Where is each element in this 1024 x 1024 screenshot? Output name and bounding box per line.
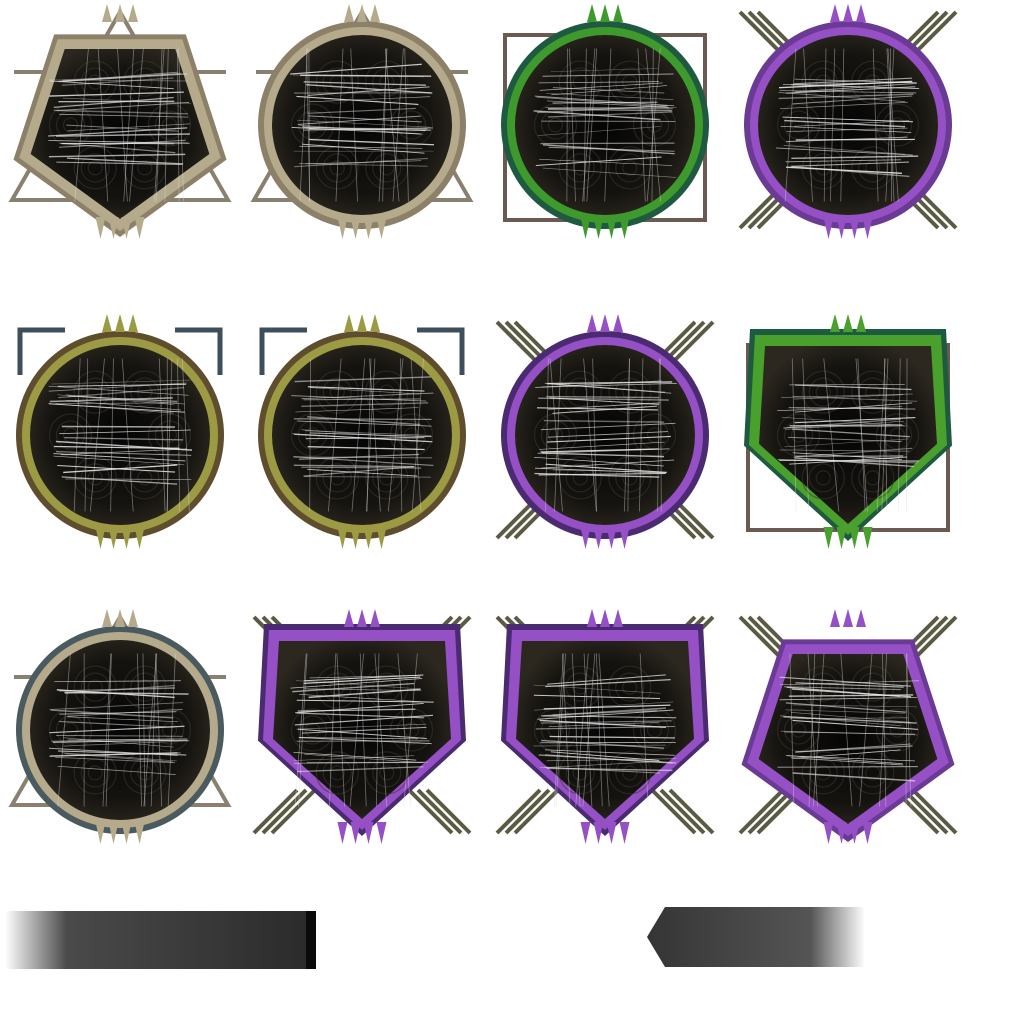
ink-bar-left: [5, 905, 320, 975]
frame-circle-green-square: [485, 0, 725, 240]
frame-circle-olive-brackets-a: [0, 310, 240, 550]
frame-circle-purple-stripes: [728, 0, 968, 240]
frame-shield-purple-a: [242, 605, 482, 845]
ink-bar-right-arrow: [645, 903, 865, 971]
frame-circle-purple-stripes-dark: [485, 310, 725, 550]
frame-circle-tan-slate: [0, 605, 240, 845]
frame-pentagon-tan-triangle: [0, 0, 240, 240]
frame-pentagon-purple: [728, 605, 968, 845]
frame-circle-olive-brackets-b: [242, 310, 482, 550]
frame-circle-tan-triangle: [242, 0, 482, 240]
frame-shield-purple-b: [485, 605, 725, 845]
frame-shield-green-square: [728, 310, 968, 550]
